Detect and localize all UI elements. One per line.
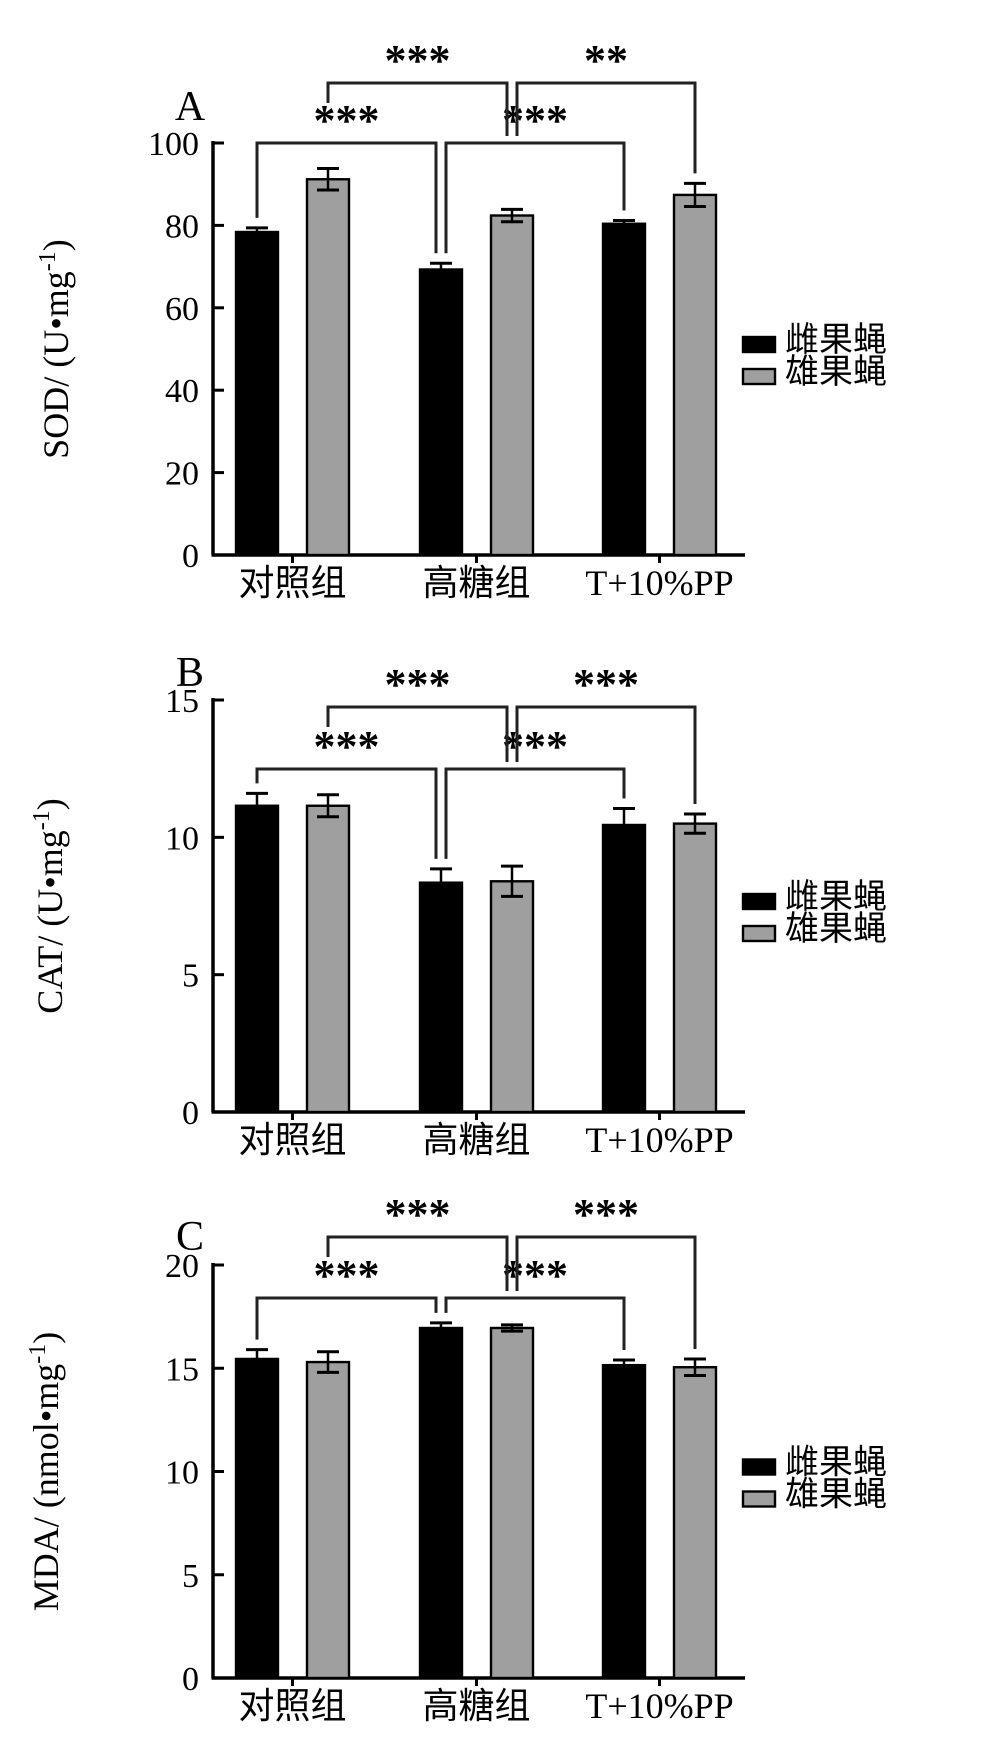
sig-label: *** [314, 96, 380, 145]
sig-label: *** [385, 1190, 451, 1239]
bar-male-2 [672, 193, 718, 557]
bar-male-1 [489, 880, 535, 1114]
legend-label-female: 雌果蝇 [785, 1444, 887, 1482]
y-tick-label: 15 [165, 1351, 199, 1388]
bar-male-1 [489, 1326, 535, 1680]
sig-label: *** [385, 36, 451, 85]
sig-bracket [326, 705, 509, 762]
panel-letter: A [175, 84, 206, 130]
bar-male-0 [305, 1360, 351, 1680]
sig-label: *** [314, 722, 380, 771]
bar-female-0 [234, 1357, 280, 1680]
sig-bracket [515, 705, 697, 804]
bar-female-2 [601, 823, 647, 1114]
sig-bracket [515, 1235, 697, 1349]
y-tick-label: 80 [165, 208, 199, 245]
sig-bracket [255, 1296, 438, 1340]
sig-bracket [444, 141, 626, 254]
sig-bracket [326, 81, 509, 136]
legend-label-male: 雄果蝇 [785, 1476, 887, 1514]
x-category-label: 对照组 [238, 1120, 346, 1160]
bar-female-2 [601, 222, 647, 557]
y-tick-label: 10 [165, 1455, 199, 1492]
bar-male-2 [672, 1366, 718, 1680]
sig-label: *** [573, 660, 639, 709]
y-tick-label: 100 [148, 126, 199, 163]
bar-female-1 [418, 1326, 464, 1680]
sig-bracket [255, 767, 438, 859]
y-tick-label: 20 [165, 456, 199, 493]
bar-female-2 [601, 1363, 647, 1680]
y-axis-title: SOD/ (U•mg-1) [35, 239, 76, 459]
sig-label: *** [502, 722, 568, 771]
y-tick-label: 10 [165, 820, 199, 857]
sig-label: ** [584, 36, 628, 85]
x-category-label: 对照组 [238, 563, 346, 603]
bar-female-0 [234, 230, 280, 557]
sig-label: *** [502, 96, 568, 145]
sig-label: *** [314, 1251, 380, 1300]
panel-c-chart: C 0 5 10 15 20 对照组 高糖组 T+10%PP MDA/ (nmol•mg-1) **… [25, 1190, 887, 1726]
x-category-label: T+10%PP [585, 1686, 733, 1726]
legend-swatch-female [741, 335, 777, 354]
bar-male-0 [305, 804, 351, 1114]
sig-bracket [326, 1235, 509, 1291]
y-tick-label: 5 [182, 1558, 199, 1595]
y-tick-label: 5 [182, 958, 199, 995]
legend-swatch-male [741, 367, 777, 386]
bar-female-1 [418, 268, 464, 557]
legend-swatch-female [741, 892, 777, 911]
x-category-label: T+10%PP [585, 1120, 733, 1160]
y-tick-label: 15 [165, 683, 199, 720]
y-tick-label: 40 [165, 373, 199, 410]
legend-label-male: 雄果蝇 [785, 910, 887, 948]
y-tick-label: 0 [182, 538, 199, 575]
sig-bracket [515, 81, 697, 174]
x-category-label: 对照组 [238, 1686, 346, 1726]
x-category-label: 高糖组 [422, 1120, 530, 1160]
x-category-label: 高糖组 [422, 563, 530, 603]
bar-female-0 [234, 804, 280, 1114]
bar-female-1 [418, 881, 464, 1114]
sig-label: *** [502, 1251, 568, 1300]
bar-male-2 [672, 822, 718, 1114]
sig-label: *** [385, 660, 451, 709]
x-category-label: 高糖组 [422, 1686, 530, 1726]
panel-letter: C [176, 1214, 204, 1260]
panel-letter: B [176, 650, 204, 696]
y-axis-title: CAT/ (U•mg-1) [29, 798, 70, 1014]
sig-label: *** [573, 1190, 639, 1239]
y-tick-label: 0 [182, 1661, 199, 1698]
sig-bracket [255, 141, 438, 254]
bar-male-1 [489, 214, 535, 557]
sig-bracket [444, 1296, 626, 1350]
panel-a-chart: A 0 20 40 60 80 100 对照组 高糖组 T+10%PP SOD/ (U•mg-1) *… [35, 36, 887, 603]
legend-swatch-male [741, 924, 777, 943]
bar-male-0 [305, 178, 351, 557]
x-category-label: T+10%PP [585, 563, 733, 603]
legend-label-male: 雄果蝇 [785, 353, 887, 391]
y-tick-label: 60 [165, 291, 199, 328]
legend-label-female: 雌果蝇 [785, 878, 887, 916]
legend-swatch-male [741, 1490, 777, 1508]
legend-swatch-female [741, 1458, 777, 1476]
sig-bracket [444, 767, 626, 859]
legend-label-female: 雌果蝇 [785, 321, 887, 359]
y-tick-label: 20 [165, 1248, 199, 1285]
y-tick-label: 0 [182, 1095, 199, 1132]
y-axis-title: MDA/ (nmol•mg-1) [25, 1332, 66, 1612]
